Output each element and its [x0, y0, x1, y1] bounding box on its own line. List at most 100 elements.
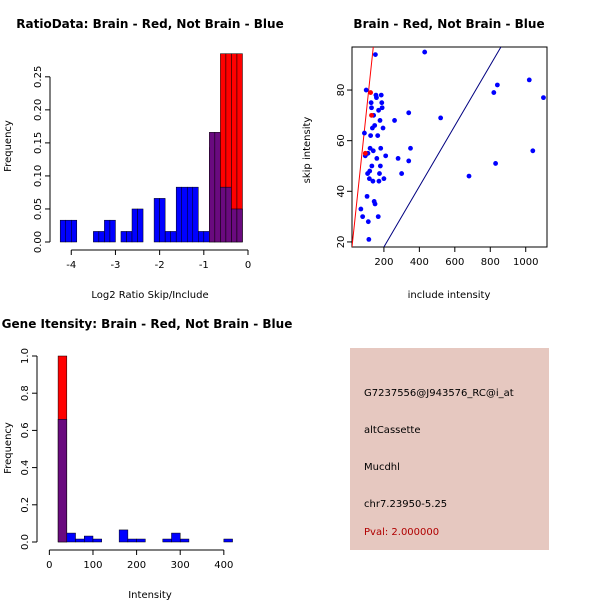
- point-not-brain: [395, 155, 401, 161]
- point-not-brain: [366, 176, 372, 182]
- bar-not-brain: [57, 418, 68, 543]
- intensity-title: Gene Itensity: Brain - Red, Not Brain - …: [2, 317, 293, 331]
- y-tick-label: 0.15: [33, 132, 44, 154]
- info-gene: Mucdhl: [364, 462, 400, 473]
- bar-not-brain: [59, 219, 66, 243]
- bar-not-brain: [186, 186, 194, 243]
- point-not-brain: [368, 133, 374, 139]
- y-tick-label: 0.05: [33, 198, 44, 220]
- point-not-brain: [368, 100, 374, 106]
- y-tick-label: 60: [336, 134, 347, 147]
- info-probe-id: G7237556@J943576_RC@i_at: [364, 388, 514, 399]
- point-not-brain: [399, 171, 405, 176]
- y-tick-label: 0.2: [20, 497, 31, 513]
- scatter-plot-area: [352, 47, 546, 247]
- y-tick-label: 0.4: [20, 460, 31, 476]
- bar-not-brain: [192, 186, 199, 243]
- bar-not-brain: [159, 198, 166, 243]
- bar-not-brain: [92, 538, 102, 543]
- bar-not-brain: [175, 186, 182, 243]
- point-not-brain: [392, 118, 397, 123]
- y-tick-label: 0.6: [20, 422, 31, 438]
- y-tick-label: 0.25: [33, 66, 44, 88]
- bar-not-brain: [66, 532, 76, 543]
- x-tick-label: -4: [66, 260, 76, 271]
- point-not-brain: [530, 148, 536, 154]
- point-brain: [362, 150, 368, 156]
- point-brain: [368, 90, 374, 95]
- point-not-brain: [408, 145, 413, 151]
- ratio-ylabel: Frequency: [3, 120, 14, 172]
- ratio-title: RatioData: Brain - Red, Not Brain - Blue: [16, 17, 283, 31]
- red-line: [352, 47, 374, 247]
- point-not-brain: [376, 178, 382, 184]
- x-tick-label: 200: [127, 560, 146, 571]
- point-not-brain: [491, 90, 497, 95]
- point-not-brain: [406, 158, 412, 164]
- x-tick-label: 1000: [513, 257, 538, 268]
- bar-not-brain: [131, 208, 138, 243]
- bar-not-brain: [120, 231, 127, 243]
- bar-not-brain: [171, 532, 181, 543]
- intensity-ylabel: Frequency: [3, 422, 14, 474]
- info-location: chr7.23950-5.25: [364, 499, 447, 510]
- y-tick-label: 0.10: [33, 165, 44, 187]
- point-not-brain: [362, 130, 367, 136]
- bar-not-brain: [220, 186, 227, 243]
- bar-not-brain: [170, 231, 177, 243]
- bar-not-brain: [203, 231, 210, 243]
- ratio-xlabel: Log2 Ratio Skip/Include: [91, 290, 208, 301]
- bar-not-brain: [225, 186, 232, 243]
- bar-not-brain: [214, 132, 221, 243]
- intensity-histogram: 0 100 200 300 400 0.0 0.2 0.4 0.6 0.8 1.0: [20, 348, 233, 571]
- x-tick-label: 400: [214, 560, 233, 571]
- bar-not-brain: [164, 231, 171, 243]
- blue-line: [383, 47, 502, 247]
- point-not-brain: [378, 145, 384, 151]
- x-tick-label: 200: [374, 257, 393, 268]
- bar-not-brain: [231, 208, 238, 243]
- bar-not-brain: [223, 538, 233, 543]
- bar-not-brain: [181, 186, 188, 243]
- point-not-brain: [363, 87, 369, 93]
- x-tick-label: 800: [481, 257, 500, 268]
- y-tick-label: 40: [336, 185, 347, 198]
- info-event-type: altCassette: [364, 425, 421, 436]
- x-tick-label: -1: [199, 260, 209, 271]
- bar-not-brain: [236, 208, 243, 243]
- point-not-brain: [366, 237, 372, 242]
- info-panel: [350, 348, 549, 550]
- point-not-brain: [380, 125, 386, 131]
- point-not-brain: [372, 123, 378, 128]
- x-tick-label: 0: [245, 260, 251, 271]
- bar-not-brain: [209, 132, 216, 243]
- ratio-histogram: -4 -3 -2 -1 0 0.00 0.05 0.10 0.15 0.20 0.25: [33, 53, 251, 271]
- bar-not-brain: [109, 219, 116, 243]
- point-not-brain: [379, 105, 385, 111]
- point-not-brain: [381, 176, 387, 182]
- bar-not-brain: [126, 231, 133, 243]
- x-tick-label: 600: [445, 257, 464, 268]
- bar-not-brain: [198, 231, 205, 243]
- point-not-brain: [364, 193, 370, 199]
- point-not-brain: [375, 214, 381, 220]
- point-not-brain: [377, 171, 382, 176]
- bar-not-brain: [118, 529, 129, 543]
- scatter-frame: [351, 46, 548, 248]
- point-brain: [369, 112, 374, 118]
- bar-not-brain: [127, 538, 137, 543]
- point-not-brain: [369, 105, 374, 111]
- intensity-xlabel: Intensity: [128, 590, 172, 600]
- bar-not-brain: [162, 538, 172, 543]
- point-not-brain: [370, 148, 376, 154]
- point-not-brain: [493, 161, 498, 166]
- point-not-brain: [374, 95, 379, 101]
- y-tick-label: 0.0: [20, 534, 31, 550]
- bar-not-brain: [136, 538, 146, 543]
- point-not-brain: [374, 155, 380, 161]
- point-not-brain: [367, 168, 373, 174]
- bar-not-brain: [84, 535, 94, 543]
- point-not-brain: [373, 52, 378, 57]
- bar-not-brain: [75, 538, 85, 543]
